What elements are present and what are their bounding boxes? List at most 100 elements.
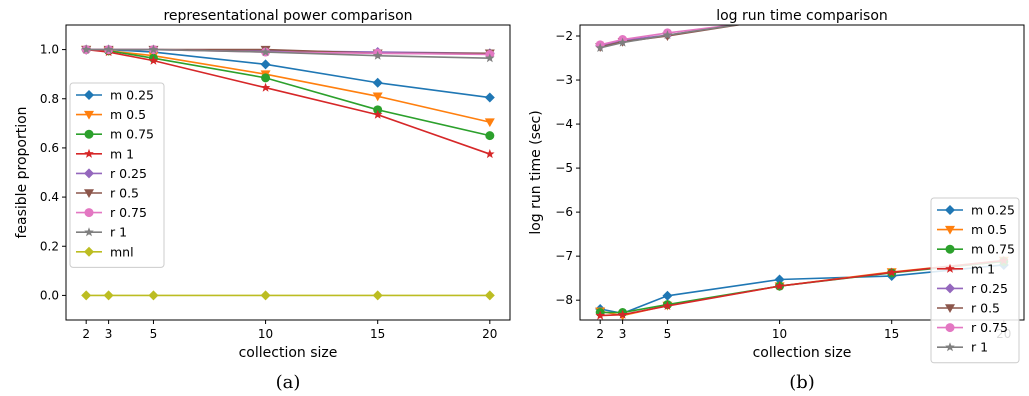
legend-label: r 0.5: [971, 301, 1000, 316]
subfigure-caption: (a): [276, 372, 301, 393]
legend-marker: [84, 110, 94, 120]
chart-title: log run time comparison: [716, 8, 888, 24]
legend-marker: [84, 208, 94, 218]
series-r-1-line: [86, 48, 490, 59]
x-axis-label: collection size: [239, 345, 338, 361]
legend-label: r 0.75: [110, 205, 147, 220]
y-tick-label: −5: [555, 161, 573, 175]
legend-marker: [84, 189, 94, 198]
legend: m 0.25 m 0.5 m 0.75 m 1 r 0.25 r 0.5 r 0.75 r 1…: [69, 82, 165, 268]
legend-label: r 0.75: [971, 320, 1008, 335]
legend-label: m 0.75: [971, 242, 1015, 257]
legend-item: m 0.5: [937, 222, 1007, 237]
y-axis-label: feasible proportion: [14, 106, 30, 238]
series-m-0-75-point: [261, 73, 271, 83]
legend-label: r 0.25: [971, 281, 1008, 296]
legend-marker: [945, 205, 955, 215]
legend-label: r 1: [110, 225, 127, 240]
series-r-1-point: [662, 30, 673, 40]
series-m-0-25-point: [484, 92, 495, 103]
y-tick-label: −8: [555, 293, 573, 307]
legend-label: mnl: [110, 244, 134, 259]
legend-marker: [945, 225, 955, 235]
axes-frame: [65, 24, 511, 321]
series-m-0-25-point: [372, 77, 383, 88]
y-tick-label: 1.0: [40, 43, 59, 57]
series-m-1-point: [662, 300, 673, 310]
legend-item: r 1: [76, 225, 127, 240]
legend-marker: [945, 283, 955, 294]
legend-label: r 1: [971, 340, 988, 355]
legend-item: r 0.75: [76, 205, 147, 220]
legend-label: m 1: [110, 146, 134, 161]
series-r-1-point: [148, 44, 159, 54]
legend-label: r 0.25: [110, 166, 147, 181]
legend-item: r 0.25: [76, 166, 147, 181]
legend-item: r 0.75: [937, 320, 1008, 335]
legend-item: mnl: [76, 244, 134, 259]
y-tick-label: −3: [555, 73, 573, 87]
series-m-0-5-point: [372, 92, 383, 102]
series-r-1-point: [81, 44, 91, 54]
series-r-1-point: [260, 47, 271, 57]
series-mnl-point: [260, 290, 271, 301]
legend-box: [69, 82, 165, 268]
series-r-1-point: [999, 0, 1009, 9]
y-tick-label: 0.0: [40, 288, 59, 302]
series-mnl-point: [484, 290, 495, 301]
series-m-1-point: [148, 55, 159, 65]
series-r-1-point: [485, 53, 495, 63]
x-tick-label: 5: [664, 327, 672, 341]
series-mnl-point: [148, 290, 159, 301]
legend-item: m 1: [76, 146, 134, 161]
plot-area: [595, 0, 1009, 320]
legend-item: m 1: [937, 261, 995, 276]
legend-label: m 0.75: [110, 127, 154, 142]
legend-label: m 0.25: [110, 88, 154, 103]
x-tick-label: 10: [258, 327, 273, 341]
legend: m 0.25 m 0.5 m 0.75 m 1 r 0.25 r 0.5 r 0.75 r 1: [930, 197, 1020, 364]
legend-marker: [84, 168, 94, 179]
series-r-0-75-point: [999, 0, 1008, 6]
legend-item: r 1: [937, 340, 988, 355]
series-m-1-point: [260, 82, 271, 92]
series-r-0-75-point: [887, 9, 896, 18]
legend-marker: [84, 246, 94, 257]
legend-label: m 1: [971, 261, 995, 276]
legend-marker: [945, 244, 955, 254]
legend-marker: [945, 304, 955, 313]
x-tick-label: 15: [370, 327, 385, 341]
y-tick-label: −6: [555, 205, 573, 219]
x-tick-label: 3: [619, 327, 627, 341]
legend-marker: [945, 323, 955, 333]
subfigure-caption: (b): [789, 372, 815, 393]
series-m-1-point: [485, 149, 495, 159]
y-tick-label: 0.4: [40, 190, 59, 204]
series-r-1-point: [887, 5, 897, 14]
x-tick-label: 20: [482, 327, 497, 341]
legend-marker: [84, 129, 94, 139]
legend-label: m 0.5: [971, 222, 1007, 237]
legend-item: r 0.25: [937, 281, 1008, 296]
y-tick-label: −2: [555, 29, 573, 43]
axes-frame: [579, 24, 1025, 321]
x-tick-label: 5: [150, 327, 158, 341]
series-m-1-point: [774, 281, 785, 291]
series-r-1-point: [103, 44, 114, 54]
legend-marker: [945, 263, 955, 273]
plot-area: [81, 44, 495, 301]
legend-marker: [84, 227, 94, 237]
chart-a: representational power comparison 2 3 5 10 15…: [14, 8, 511, 393]
series-m-0-25-point: [260, 59, 271, 70]
x-axis-label: collection size: [753, 345, 852, 361]
series-mnl-point: [81, 290, 92, 301]
series-r-1-line: [599, 25, 741, 49]
series-m-0-25-point: [774, 274, 785, 285]
legend-label: m 0.5: [110, 107, 146, 122]
legend-item: m 0.5: [76, 107, 146, 122]
legend-item: m 0.25: [76, 88, 154, 103]
series-r-1-point: [617, 37, 628, 47]
series-m-1-point: [886, 267, 897, 277]
y-tick-label: 0.8: [40, 92, 59, 106]
series-r-0-5-point: [999, 0, 1009, 5]
